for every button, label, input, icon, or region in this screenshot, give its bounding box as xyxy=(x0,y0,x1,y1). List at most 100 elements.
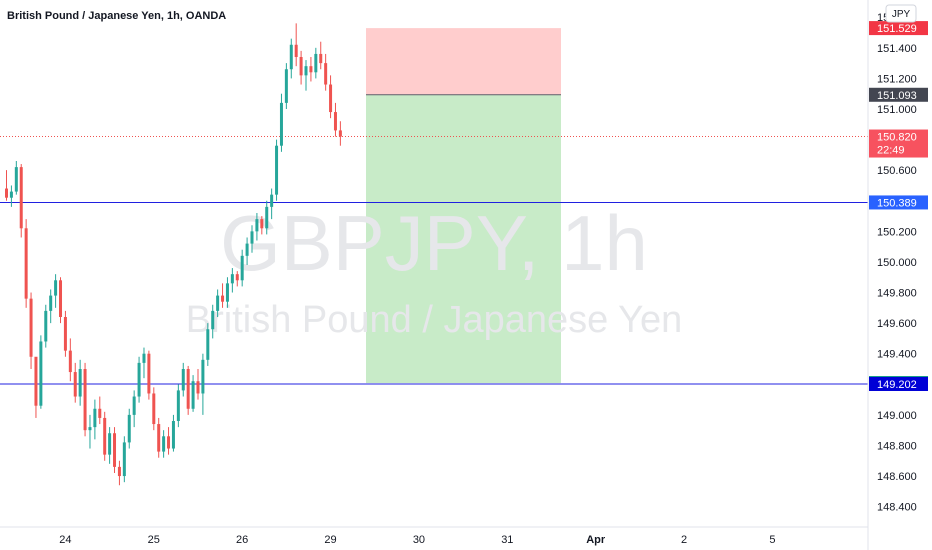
candle-body xyxy=(216,295,220,311)
candle-66 xyxy=(329,75,333,119)
candle-64 xyxy=(319,41,323,70)
candle-7 xyxy=(39,335,43,409)
currency-button[interactable]: JPY xyxy=(885,4,917,23)
candle-body xyxy=(14,167,18,192)
price-tick-label: 149.600 xyxy=(877,318,917,330)
candle-body xyxy=(338,130,342,137)
candle-3 xyxy=(19,164,23,238)
candle-27 xyxy=(137,356,141,403)
candles xyxy=(5,23,342,486)
candle-48 xyxy=(240,249,244,287)
candle-body xyxy=(176,390,180,421)
currency-button-label[interactable]: JPY xyxy=(892,9,911,20)
watermark-name: British Pound / Japanese Yen xyxy=(186,299,683,341)
candle-body xyxy=(324,63,328,85)
candle-35 xyxy=(176,384,180,428)
candle-body xyxy=(211,310,215,330)
candle-body xyxy=(235,274,239,281)
candle-47 xyxy=(235,271,239,287)
take-profit-zone xyxy=(366,94,561,384)
candle-body xyxy=(157,424,161,452)
candle-40 xyxy=(201,353,205,415)
time-tick-label: 31 xyxy=(501,534,513,546)
candle-51 xyxy=(255,213,259,241)
horizontal-lines xyxy=(0,136,868,385)
last-price-label: 150.820 xyxy=(877,132,917,144)
candle-body xyxy=(186,369,190,409)
last-price-tag-box xyxy=(869,129,928,158)
candle-body xyxy=(250,231,254,244)
price-tag-1: 151.093 xyxy=(869,87,928,102)
time-tick-label: 30 xyxy=(413,534,425,546)
candle-body xyxy=(98,408,102,418)
candle-body xyxy=(171,421,175,449)
price-tag-label: 151.529 xyxy=(877,23,917,35)
price-tick-label: 148.800 xyxy=(877,440,917,452)
candle-body xyxy=(78,369,82,397)
candle-body xyxy=(103,417,107,455)
candle-body xyxy=(54,280,58,296)
candle-62 xyxy=(309,57,313,82)
candle-body xyxy=(196,381,200,394)
candle-53 xyxy=(265,200,269,235)
candle-38 xyxy=(191,375,195,412)
candle-body xyxy=(294,44,298,57)
candle-body xyxy=(108,433,112,455)
price-tag-label: 151.093 xyxy=(877,90,917,102)
candle-57 xyxy=(284,63,288,109)
price-tag-box xyxy=(869,21,928,36)
candle-1 xyxy=(9,185,13,207)
candle-body xyxy=(34,356,38,406)
candle-25 xyxy=(127,408,131,449)
candle-body xyxy=(181,369,185,391)
candle-body xyxy=(127,414,131,443)
candle-20 xyxy=(103,411,107,461)
candle-body xyxy=(24,228,28,299)
candle-body xyxy=(275,145,279,195)
price-tick-label: 150.000 xyxy=(877,257,917,269)
candle-22 xyxy=(113,427,117,473)
candle-body xyxy=(230,274,234,284)
candle-39 xyxy=(196,369,200,400)
currency-button-box[interactable] xyxy=(885,4,917,23)
watermark-symbol: GBPJPY, 1h xyxy=(220,199,648,287)
candle-body xyxy=(225,283,229,302)
candle-59 xyxy=(294,23,298,67)
candle-body xyxy=(122,442,126,477)
price-tick-label: 148.400 xyxy=(877,502,917,514)
price-tick-label: 149.400 xyxy=(877,349,917,361)
candle-body xyxy=(49,295,53,311)
candle-body xyxy=(147,353,151,394)
candle-19 xyxy=(98,396,102,425)
price-tick-label: 150.600 xyxy=(877,165,917,177)
candle-body xyxy=(265,206,269,229)
candle-36 xyxy=(181,362,185,397)
candle-body xyxy=(9,191,13,198)
candle-44 xyxy=(221,283,225,308)
price-tick-label: 151.200 xyxy=(877,73,917,85)
candle-52 xyxy=(260,216,264,235)
time-tick-label: 24 xyxy=(59,534,71,546)
price-tick-label: 150.200 xyxy=(877,226,917,238)
candle-body xyxy=(132,396,136,415)
candle-body xyxy=(19,167,23,229)
candle-body xyxy=(221,295,225,302)
candle-body xyxy=(240,255,244,281)
watermark: GBPJPY, 1h British Pound / Japanese Yen xyxy=(186,199,683,341)
candle-body xyxy=(63,317,67,351)
candle-17 xyxy=(88,414,92,449)
candle-4 xyxy=(24,219,28,308)
candle-14 xyxy=(73,362,77,403)
candle-9 xyxy=(49,289,53,324)
candle-26 xyxy=(132,390,136,428)
candle-body xyxy=(73,372,77,397)
price-axis[interactable]: 148.400 148.600 148.800 149.000 149.400 149.6… xyxy=(877,12,917,513)
candle-body xyxy=(245,243,249,256)
price-tick-label: 148.600 xyxy=(877,471,917,483)
candle-24 xyxy=(122,436,126,483)
candle-body xyxy=(5,188,8,198)
time-axis[interactable]: 24 25 26 29 30 31 Apr 2 5 xyxy=(0,526,868,546)
